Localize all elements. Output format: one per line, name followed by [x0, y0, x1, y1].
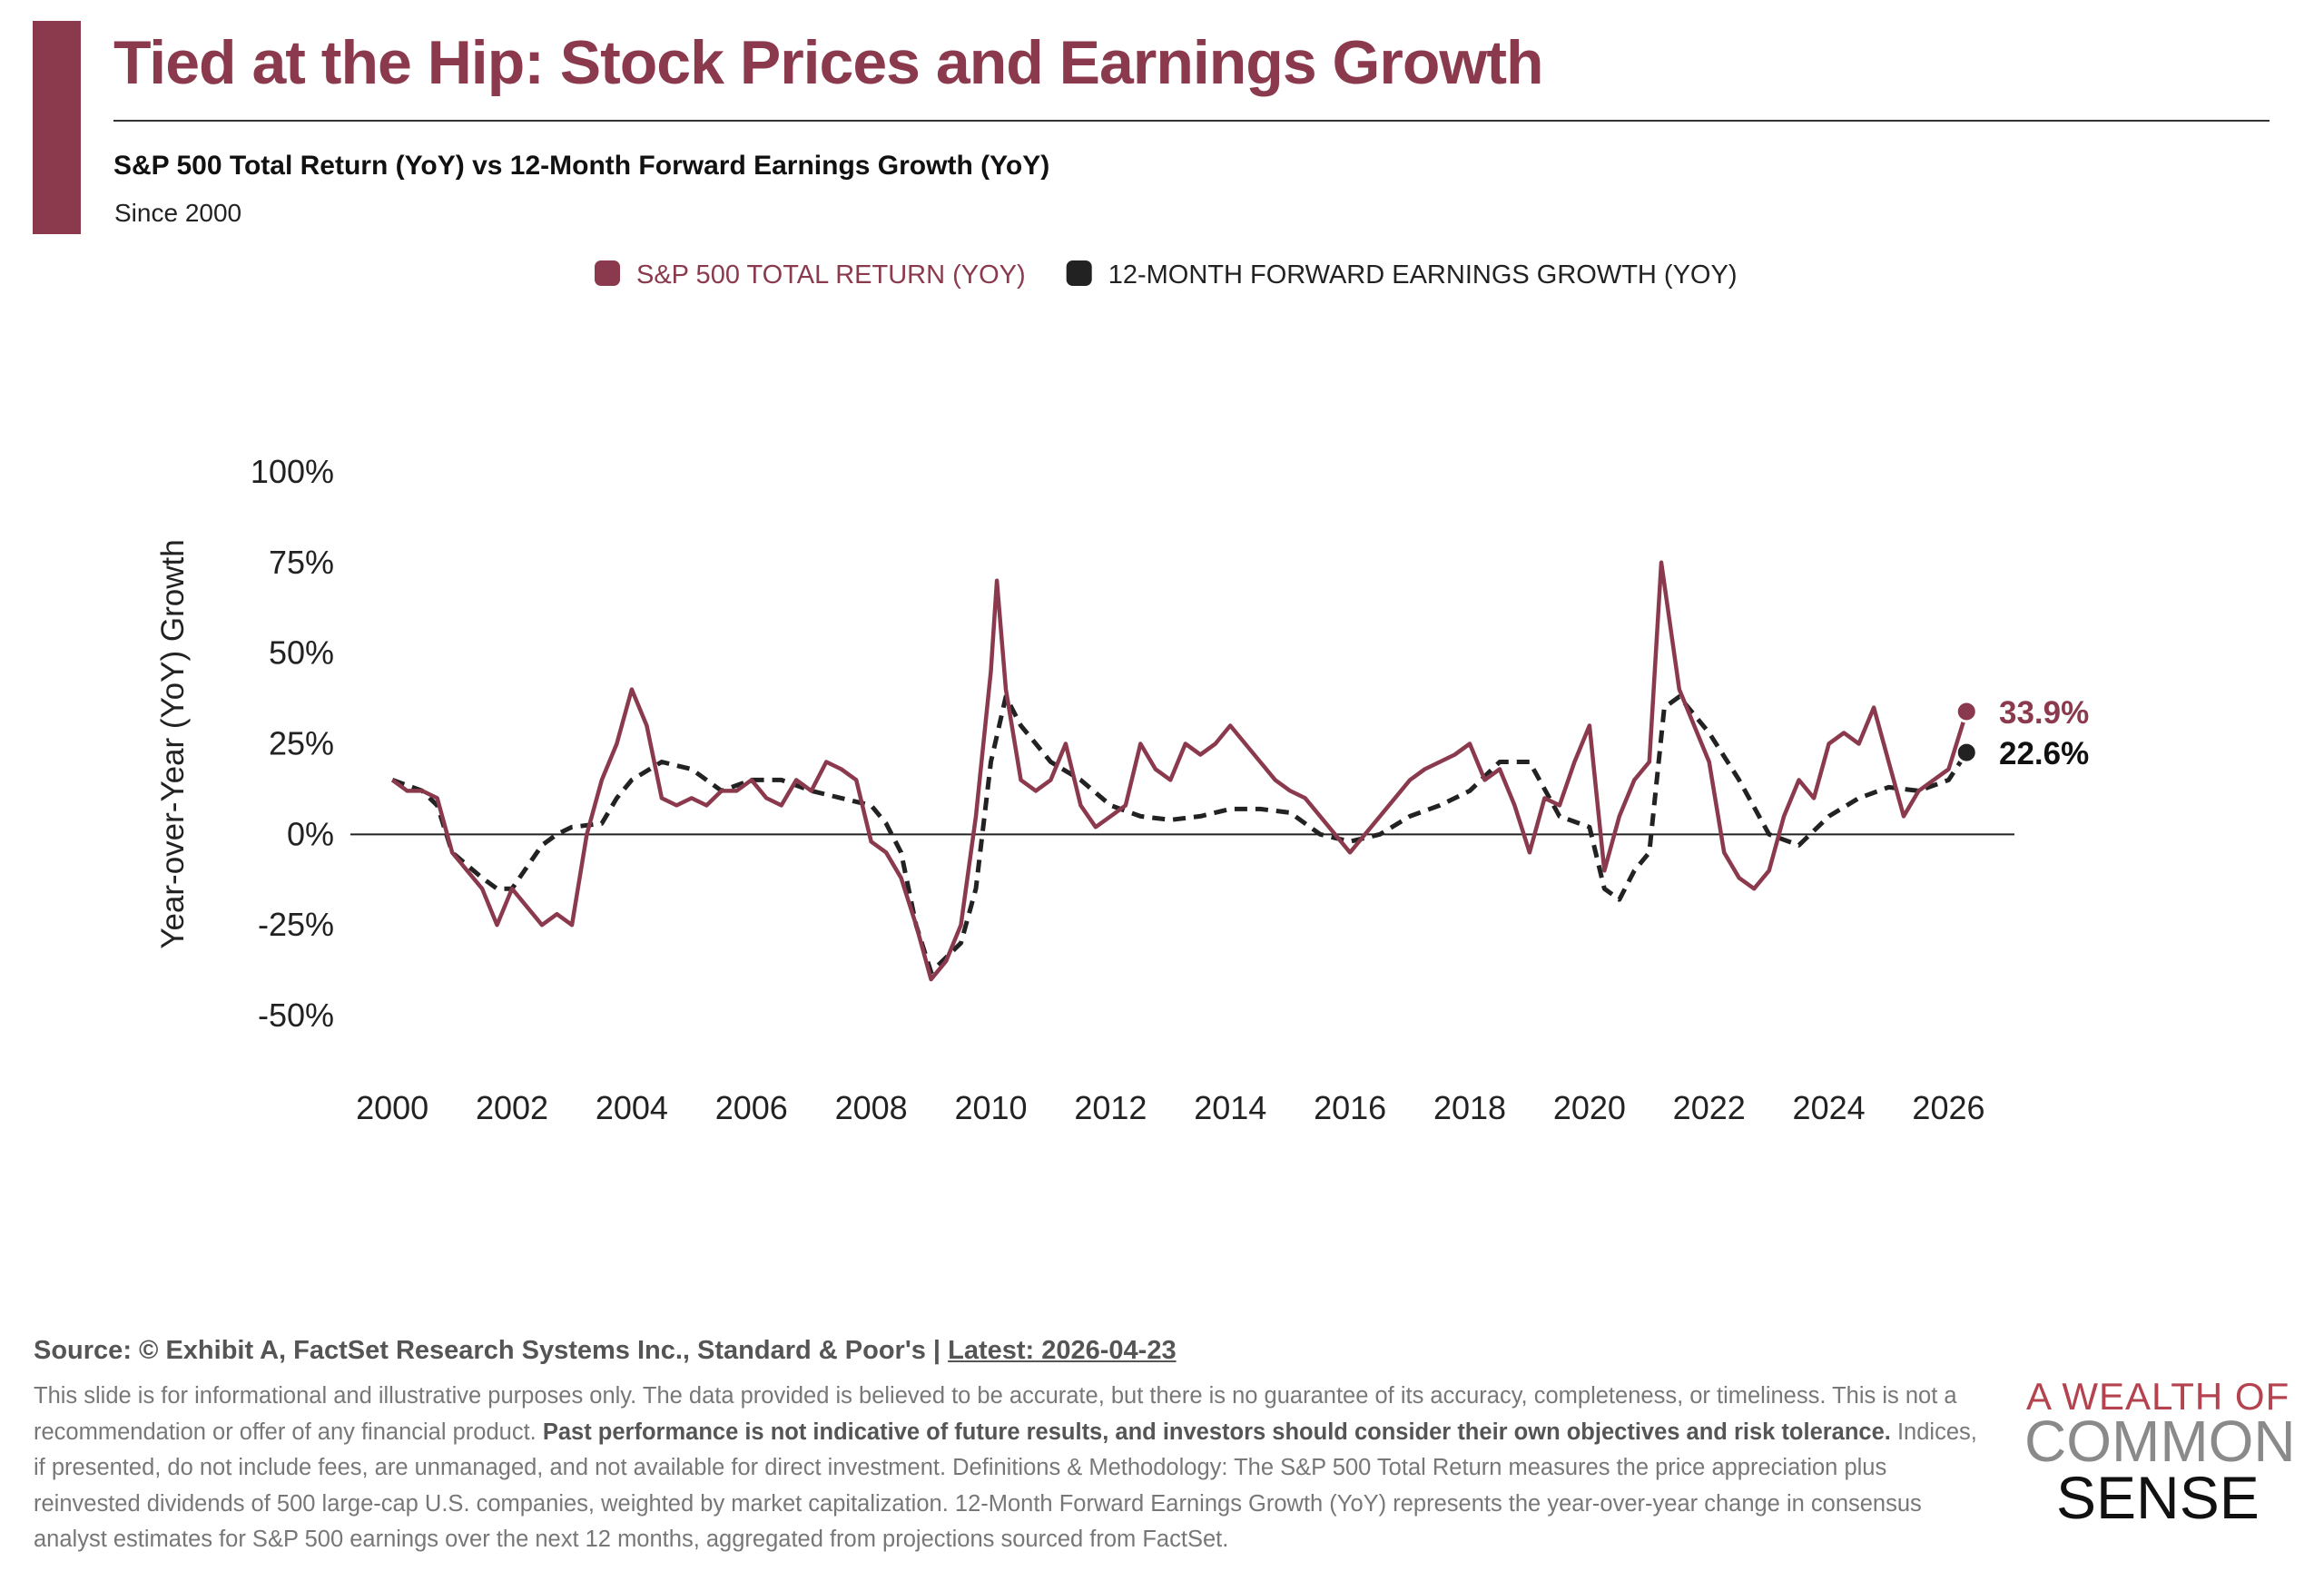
y-tick-label: -50% [258, 997, 334, 1034]
x-tick-label: 2010 [954, 1089, 1027, 1126]
title: Tied at the Hip: Stock Prices and Earnin… [113, 28, 1543, 97]
x-tick-label: 2000 [356, 1089, 428, 1126]
disclaimer-bold: Past performance is not indicative of fu… [542, 1419, 1891, 1445]
x-tick-label: 2014 [1194, 1089, 1266, 1126]
subtitle: S&P 500 Total Return (YoY) vs 12-Month F… [113, 151, 1050, 181]
x-tick-label: 2022 [1673, 1089, 1746, 1126]
disclaimer-text: This slide is for informational and illu… [34, 1383, 1957, 1445]
x-tick-label: 2008 [835, 1089, 908, 1126]
y-tick-label: 0% [287, 815, 334, 852]
y-tick-label: -25% [258, 906, 334, 943]
x-tick-label: 2026 [1912, 1089, 1984, 1126]
end-label: 33.9% [1999, 695, 2089, 731]
note: Since 2000 [114, 199, 242, 227]
y-tick-label: 25% [269, 725, 334, 762]
x-tick-label: 2006 [715, 1089, 788, 1126]
chart: Year-over-Year (YoY) Growth -50% -25% 0% 25%… [155, 260, 2089, 1126]
logo-line: COMMON [2024, 1409, 2296, 1474]
x-tick-label: 2024 [1793, 1089, 1866, 1126]
legend-marker [1066, 260, 1092, 286]
x-tick-label: 2004 [596, 1089, 668, 1126]
accent-bar [33, 21, 81, 234]
disclaimer: This slide is for informational and illu… [34, 1379, 1985, 1558]
logo-line: A WEALTH OF [2026, 1375, 2290, 1418]
y-tick-label: 100% [251, 453, 334, 490]
end-dot [1955, 700, 1978, 723]
x-tick-label: 2016 [1314, 1089, 1386, 1126]
series-line [390, 560, 1969, 982]
legend-label: S&P 500 TOTAL RETURN (YOY) [636, 260, 1026, 290]
end-label: 22.6% [1999, 736, 2089, 771]
source: Source: © Exhibit A, FactSet Research Sy… [34, 1336, 1177, 1366]
y-tick-label: 75% [269, 544, 334, 581]
legend-label: 12-MONTH FORWARD EARNINGS GROWTH (YOY) [1108, 260, 1738, 290]
end-dot [1955, 741, 1978, 764]
rule [113, 120, 2270, 122]
y-axis-title: Year-over-Year (YoY) Growth [155, 539, 191, 948]
latest: Latest: 2026-04-23 [948, 1336, 1177, 1365]
x-tick-label: 2020 [1553, 1089, 1626, 1126]
series-line [391, 694, 1969, 975]
source-text: Source: © Exhibit A, FactSet Research Sy… [34, 1336, 949, 1365]
x-tick-label: 2012 [1074, 1089, 1147, 1126]
legend-marker [595, 260, 620, 286]
x-tick-label: 2002 [476, 1089, 548, 1126]
x-tick-label: 2018 [1433, 1089, 1506, 1126]
y-tick-label: 50% [269, 634, 334, 672]
logo-line: SENSE [2056, 1464, 2260, 1531]
disclaimer-text: Indices, if presented, do not include fe… [34, 1419, 1977, 1553]
